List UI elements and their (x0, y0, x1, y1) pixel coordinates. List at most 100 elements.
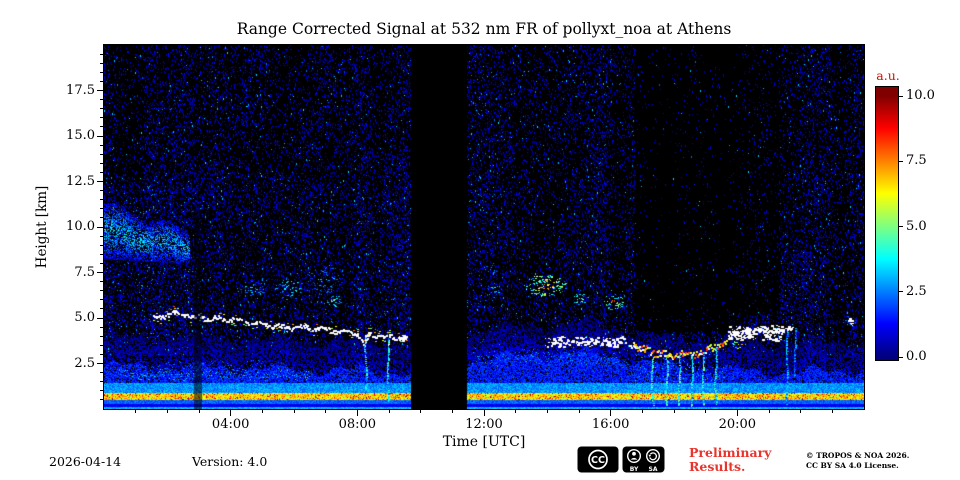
sa-arrow-icon (645, 448, 660, 464)
colorbar-tick-label: 7.5 (906, 153, 927, 169)
y-minor-tick (100, 235, 103, 237)
y-minor-tick (100, 399, 103, 401)
x-tick-label: 16:00 (591, 417, 630, 432)
y-tick-label: 5.0 (74, 310, 95, 325)
x-minor-tick (420, 410, 422, 413)
y-minor-tick (100, 381, 103, 383)
version-label: Version: 4.0 (192, 454, 268, 469)
y-tick (97, 317, 103, 319)
colorbar-tick-label: 10.0 (906, 88, 935, 103)
sa-label: SA (649, 466, 658, 473)
y-minor-tick (100, 262, 103, 264)
x-minor-tick (261, 410, 263, 413)
copyright-note: © TROPOS & NOA 2026. CC BY SA 4.0 Licens… (806, 451, 909, 470)
y-tick-label: 12.5 (66, 173, 95, 189)
copyright-line1: © TROPOS & NOA 2026. (806, 451, 910, 460)
y-minor-tick (100, 253, 103, 255)
y-tick-label: 15.0 (66, 128, 95, 143)
x-tick (736, 410, 738, 416)
y-minor-tick (100, 290, 103, 292)
y-minor-tick (100, 62, 103, 64)
x-minor-tick (135, 410, 137, 413)
x-tick (356, 410, 358, 416)
y-minor-tick (100, 153, 103, 155)
by-person-icon (627, 448, 642, 464)
y-minor-tick (100, 244, 103, 246)
preliminary-results-note: Preliminary Results. (689, 446, 771, 474)
y-tick-label: 17.5 (66, 82, 95, 98)
heatmap-canvas (104, 45, 864, 409)
x-tick-label: 12:00 (465, 417, 503, 432)
colorbar-gradient (876, 87, 898, 360)
y-tick-label: 10.0 (66, 219, 95, 234)
y-tick (97, 90, 103, 91)
x-minor-tick (641, 410, 643, 413)
y-minor-tick (100, 281, 103, 283)
x-tick (230, 410, 232, 416)
y-tick (97, 135, 103, 137)
y-tick-label: 2.5 (74, 355, 95, 371)
copyright-line2: CC BY SA 4.0 License. (806, 460, 899, 470)
y-tick (97, 363, 103, 364)
y-tick (97, 226, 103, 228)
x-minor-tick (546, 410, 548, 413)
colorbar (875, 86, 899, 361)
x-minor-tick (673, 410, 675, 413)
y-minor-tick (100, 80, 103, 82)
cc-icon (588, 449, 608, 470)
y-minor-tick (100, 171, 103, 173)
cc-icon-text: CC (591, 455, 605, 466)
x-minor-tick (198, 410, 200, 413)
x-tick (610, 410, 612, 416)
x-tick (483, 410, 485, 416)
x-minor-tick (388, 410, 390, 413)
x-minor-tick (166, 410, 168, 413)
y-minor-tick (100, 299, 103, 301)
y-minor-tick (100, 199, 103, 201)
colorbar-tick (899, 95, 903, 97)
y-minor-tick (100, 217, 103, 219)
x-minor-tick (800, 410, 802, 413)
x-tick-label: 20:00 (718, 417, 757, 432)
colorbar-tick-label: 5.0 (906, 218, 927, 234)
y-minor-tick (100, 326, 103, 328)
y-minor-tick (100, 71, 103, 73)
colorbar-unit-label: a.u. (876, 68, 900, 83)
y-minor-tick (100, 108, 103, 110)
date-label: 2026-04-14 (49, 454, 122, 469)
x-tick-label: 04:00 (211, 417, 250, 432)
y-minor-tick (100, 99, 103, 101)
colorbar-tick (899, 291, 903, 293)
y-minor-tick (100, 162, 103, 164)
x-minor-tick (831, 410, 833, 413)
x-axis-label: Time [UTC] (442, 434, 526, 450)
y-minor-tick (100, 190, 103, 192)
x-minor-tick (705, 410, 707, 413)
chart-title: Range Corrected Signal at 532 nm FR of p… (236, 20, 732, 38)
cc-badge-box (577, 446, 619, 473)
colorbar-tick-label: 2.5 (906, 283, 927, 299)
colorbar-tick (899, 226, 903, 227)
y-minor-tick (100, 344, 103, 346)
x-minor-tick (451, 410, 453, 413)
colorbar-tick (899, 160, 903, 162)
y-minor-tick (100, 144, 103, 146)
x-minor-tick (768, 410, 770, 413)
y-minor-tick (100, 126, 103, 128)
x-tick-label: 08:00 (338, 417, 377, 432)
y-tick (97, 272, 103, 273)
by-label: BY (630, 466, 639, 473)
y-minor-tick (100, 353, 103, 355)
y-minor-tick (100, 117, 103, 119)
x-minor-tick (515, 410, 517, 413)
x-minor-tick (325, 410, 327, 413)
colorbar-tick-label: 0.0 (906, 349, 927, 364)
y-minor-tick (100, 53, 103, 55)
y-tick-label: 7.5 (74, 264, 95, 280)
preliminary-line2: Results. (689, 459, 746, 474)
y-minor-tick (100, 308, 103, 310)
y-minor-tick (100, 390, 103, 392)
preliminary-line1: Preliminary (689, 445, 772, 460)
y-minor-tick (100, 208, 103, 210)
